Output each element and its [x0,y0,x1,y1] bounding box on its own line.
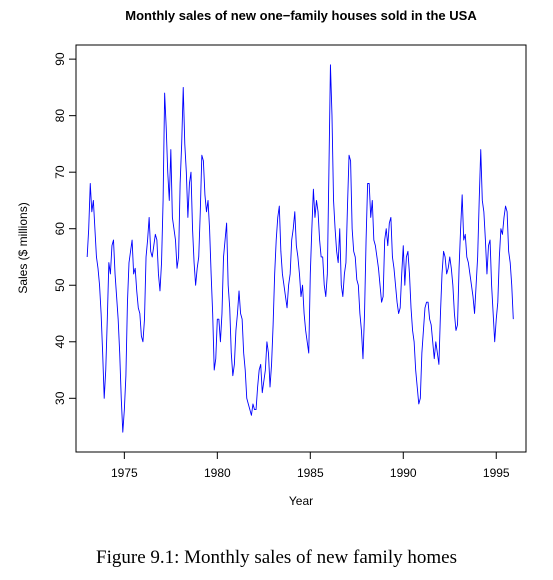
x-tick-label: 1995 [483,466,510,480]
plot-frame [76,45,526,452]
y-tick-label: 90 [53,52,67,66]
y-tick-label: 30 [53,391,67,405]
y-tick-label: 70 [53,165,67,179]
y-tick-label: 50 [53,278,67,292]
chart-title: Monthly sales of new one−family houses s… [125,8,477,23]
y-tick-label: 80 [53,109,67,123]
sales-series-line [87,65,513,432]
y-tick-label: 40 [53,335,67,349]
x-tick-label: 1980 [204,466,231,480]
x-tick-label: 1975 [111,466,138,480]
x-axis-label: Year [289,494,313,508]
x-tick-label: 1990 [390,466,417,480]
y-tick-label: 60 [53,222,67,236]
figure-caption: Figure 9.1: Monthly sales of new family … [0,547,553,569]
y-axis-label: Sales ($ millions) [16,202,30,293]
x-tick-label: 1985 [297,466,324,480]
